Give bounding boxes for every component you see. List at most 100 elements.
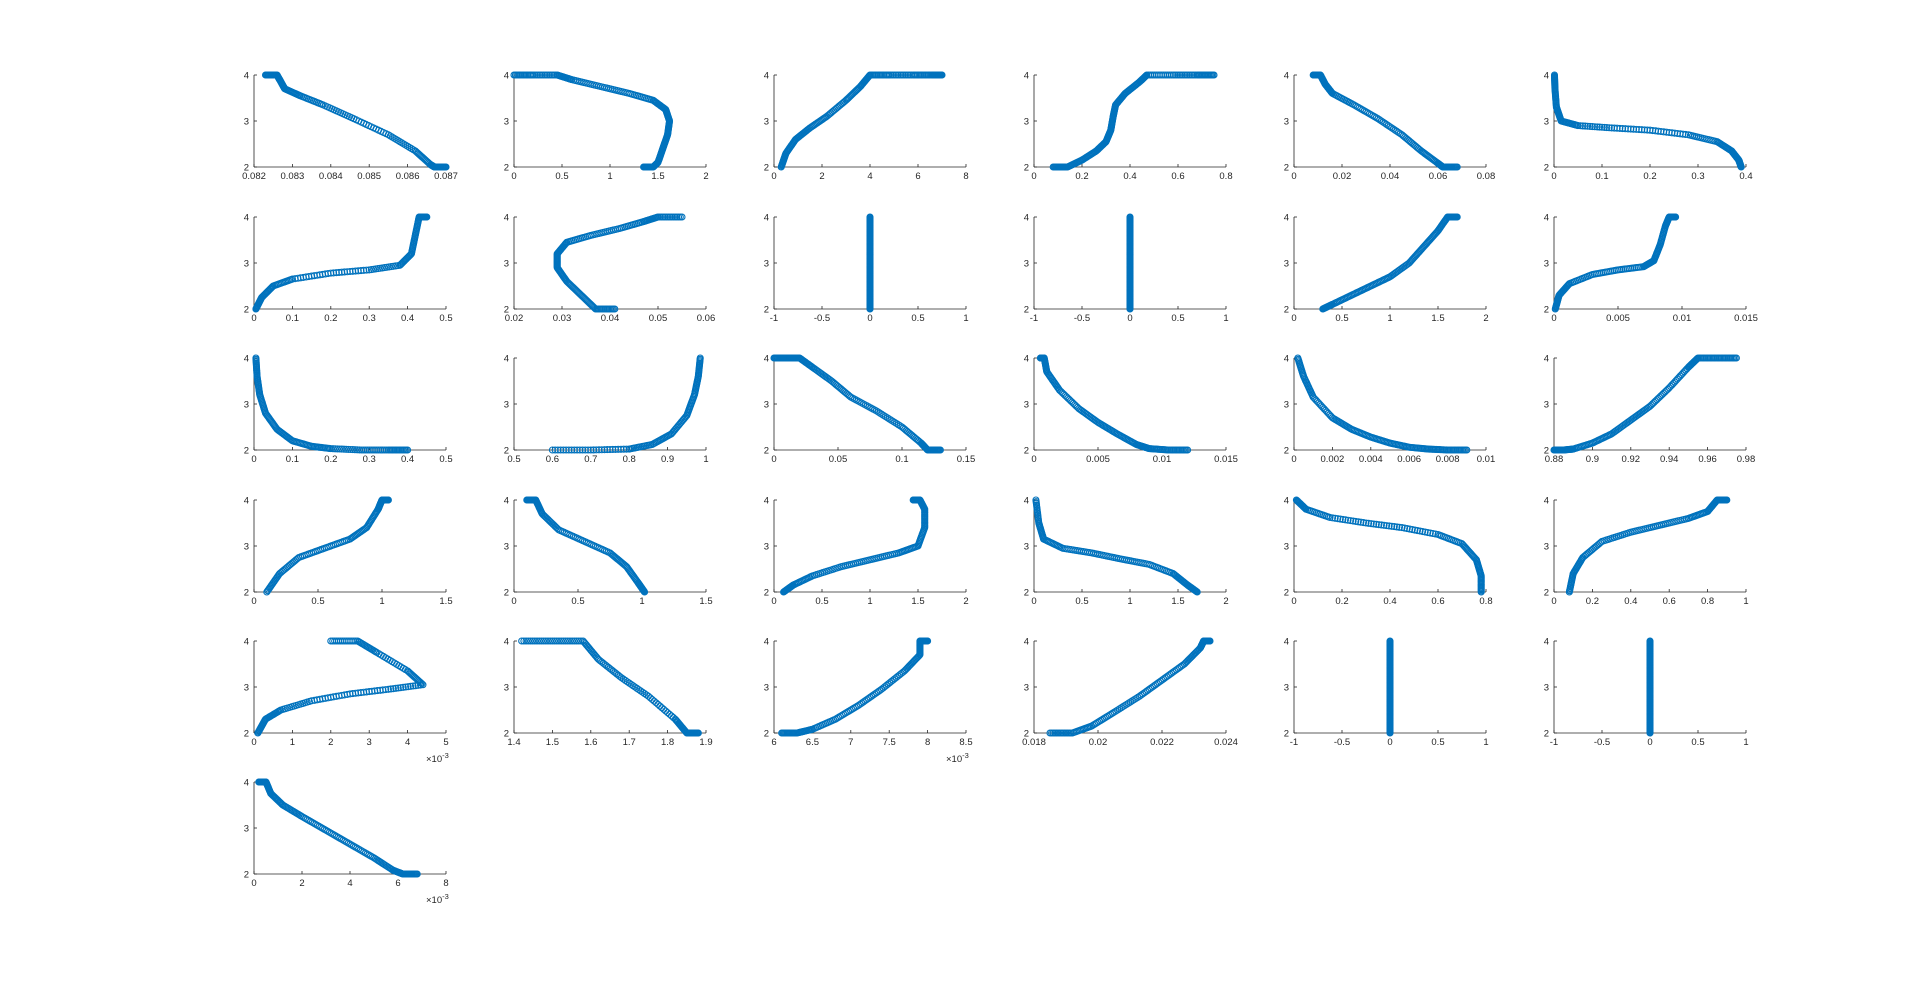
y-tick-label: 4: [1024, 496, 1029, 507]
y-tick-label: 4: [1544, 71, 1549, 82]
y-tick-label: 2: [1544, 163, 1549, 174]
x-tick-label: 0.4: [401, 313, 414, 324]
x-tick-label: 8.5: [959, 737, 972, 748]
y-tick-label: 2: [764, 163, 769, 174]
data-point: [1737, 163, 1745, 171]
x-tick-label: 0.008: [1436, 454, 1460, 465]
data-point: [1362, 519, 1370, 527]
x-tick-label: 1.9: [699, 737, 712, 748]
x-tick-label: 6.5: [806, 737, 819, 748]
x-tick-label: 0.3: [363, 313, 376, 324]
data-point: [1598, 123, 1606, 131]
y-tick-label: 4: [1284, 637, 1289, 648]
x-tick-label: 0.5: [439, 313, 452, 324]
data-point: [362, 266, 371, 274]
x-tick-label: 0: [1291, 596, 1296, 607]
x-tick-label: 0.004: [1359, 454, 1383, 465]
y-tick-label: 2: [504, 729, 509, 740]
y-tick-label: 4: [1284, 354, 1289, 365]
y-tick-label: 3: [504, 117, 509, 128]
x-tick-label: 0: [771, 596, 776, 607]
x-tick-label: 0.5: [507, 454, 520, 465]
y-tick-label: 3: [1284, 117, 1289, 128]
y-tick-label: 4: [244, 496, 249, 507]
data-point: [340, 445, 348, 453]
data-point: [1365, 519, 1373, 527]
y-tick-label: 2: [1024, 305, 1029, 316]
data-point: [1576, 122, 1584, 130]
data-point: [1579, 122, 1587, 130]
x-tick-label: 0.98: [1737, 454, 1756, 465]
x-tick-label: 6: [771, 737, 776, 748]
x-tick-label: 8: [443, 878, 448, 889]
y-tick-label: 3: [1024, 542, 1029, 553]
y-tick-label: 3: [244, 117, 249, 128]
x-tick-label: 0: [1291, 454, 1296, 465]
y-tick-label: 3: [244, 683, 249, 694]
x-tick-label: 0.2: [324, 313, 337, 324]
data-point: [329, 445, 337, 453]
x-tick-label: 0.8: [1219, 171, 1232, 182]
data-point: [1359, 519, 1367, 527]
y-tick-label: 2: [504, 163, 509, 174]
x-tick-label: 0.01: [1153, 454, 1172, 465]
x-tick-label: 0.3: [1691, 171, 1704, 182]
x-tick-label: 0.1: [286, 313, 299, 324]
x-tick-label: 0.086: [396, 171, 420, 182]
data-point: [1336, 515, 1344, 523]
x-tick-label: 0: [867, 313, 872, 324]
x-tick-label: 0.085: [357, 171, 381, 182]
x-tick-label: 0.04: [601, 313, 620, 324]
x-tick-label: 0.006: [1397, 454, 1421, 465]
x-tick-label: 7.5: [883, 737, 896, 748]
y-tick-label: 2: [1284, 163, 1289, 174]
y-tick-label: 2: [504, 588, 509, 599]
data-point: [1591, 123, 1599, 131]
y-tick-label: 4: [1024, 71, 1029, 82]
x-tick-label: 0.1: [286, 454, 299, 465]
x-tick-label: 0.015: [1734, 313, 1758, 324]
y-tick-label: 4: [1284, 213, 1289, 224]
x-tick-label: 0.01: [1673, 313, 1692, 324]
x-tick-label: 0.082: [242, 171, 266, 182]
x-tick-label: 7: [848, 737, 853, 748]
x-tick-label: 0: [511, 596, 516, 607]
y-tick-label: 2: [1544, 588, 1549, 599]
x-tick-label: -0.5: [1334, 737, 1350, 748]
data-point: [1331, 514, 1339, 522]
x-tick-label: -0.5: [814, 313, 830, 324]
y-tick-label: 4: [1544, 637, 1549, 648]
y-tick-label: 4: [1284, 496, 1289, 507]
x-tick-label: 0.96: [1698, 454, 1717, 465]
y-tick-label: 2: [504, 446, 509, 457]
x-tick-label: 2: [703, 171, 708, 182]
data-point: [938, 71, 946, 79]
data-point: [333, 445, 341, 453]
x-exponent-label: ×10-3: [426, 751, 449, 765]
x-tick-label: 0.02: [505, 313, 524, 324]
data-point: [1593, 123, 1601, 131]
data-point: [381, 446, 389, 454]
x-tick-label: 0.94: [1660, 454, 1679, 465]
x-tick-label: 2: [1483, 313, 1488, 324]
y-tick-label: 2: [1544, 305, 1549, 316]
x-tick-label: 0.02: [1333, 171, 1352, 182]
y-tick-label: 3: [1024, 117, 1029, 128]
x-tick-label: 0: [1551, 596, 1556, 607]
y-tick-label: 4: [1024, 213, 1029, 224]
x-tick-label: 0.5: [571, 596, 584, 607]
data-point: [346, 445, 355, 454]
y-tick-label: 2: [1024, 729, 1029, 740]
x-tick-label: 0.005: [1606, 313, 1630, 324]
x-exponent-label: ×10-3: [946, 751, 969, 765]
y-tick-label: 2: [1024, 163, 1029, 174]
